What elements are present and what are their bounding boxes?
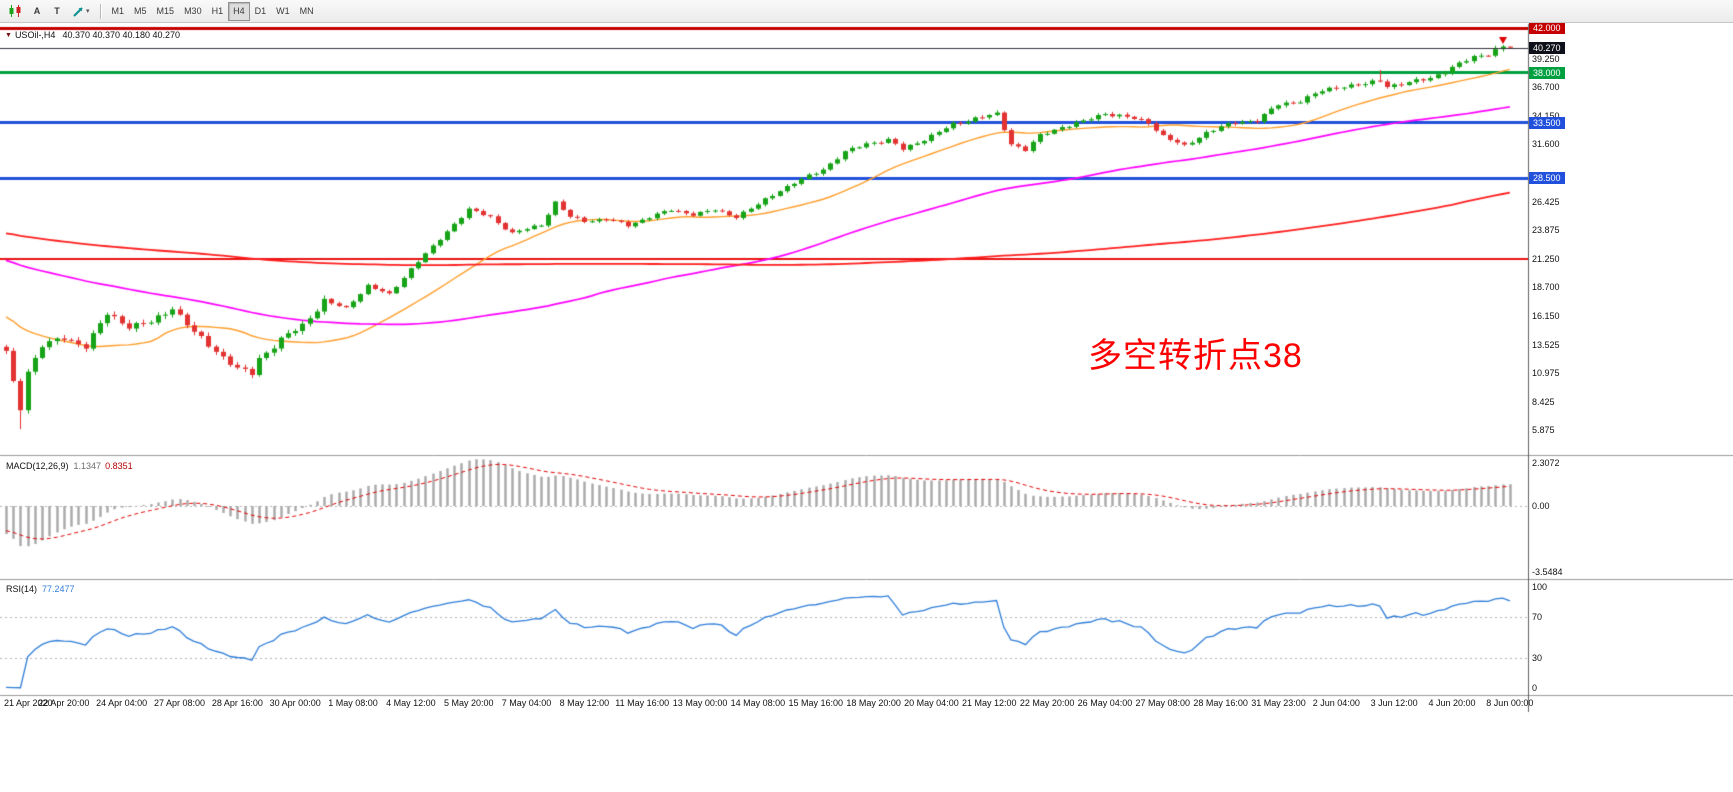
candlestick-chart-icon-button[interactable] xyxy=(3,2,27,21)
timeframe-button-d1[interactable]: D1 xyxy=(250,2,272,21)
symbol-marker-icon: ▼ xyxy=(5,32,12,39)
timeframe-button-w1[interactable]: W1 xyxy=(271,2,295,21)
toolbar-separator xyxy=(99,3,102,19)
ohlc-values: 40.370 40.370 40.180 40.270 xyxy=(62,30,181,40)
timeframe-button-m1[interactable]: M1 xyxy=(107,2,130,21)
timeframe-button-mn[interactable]: MN xyxy=(295,2,319,21)
text-label-tool-button[interactable]: A xyxy=(27,2,47,21)
macd-signal-value: 0.8351 xyxy=(105,461,133,471)
timeframe-button-m30[interactable]: M30 xyxy=(179,2,207,21)
rsi-label: RSI(14) xyxy=(6,584,38,594)
toolbar: A T ▾ M1 M5 M15 M30 H1 H4 D1 W1 MN xyxy=(0,0,1733,23)
timeframe-button-h1[interactable]: H1 xyxy=(207,2,229,21)
timeframe-button-m15[interactable]: M15 xyxy=(152,2,180,21)
rsi-value: 77.2477 xyxy=(42,584,75,594)
rsi-header: RSI(14) 77.2477 xyxy=(6,584,75,594)
chart-annotation: 多空转折点38 xyxy=(1088,337,1303,375)
arrows-tool-button[interactable]: ▾ xyxy=(67,2,95,21)
timeframe-button-h4[interactable]: H4 xyxy=(228,1,250,21)
macd-main-value: 1.1347 xyxy=(73,461,102,471)
macd-label: MACD(12,26,9) xyxy=(6,461,69,471)
symbol-timeframe-label: USOil-,H4 xyxy=(14,30,56,40)
text-tool-button[interactable]: T xyxy=(47,2,67,21)
macd-header: MACD(12,26,9) 1.1347 0.8351 xyxy=(6,461,133,471)
dropdown-caret-icon: ▾ xyxy=(86,8,90,15)
timeframe-button-m5[interactable]: M5 xyxy=(129,2,152,21)
timeframe-toolbar: M1 M5 M15 M30 H1 H4 D1 W1 MN xyxy=(107,1,319,21)
candlestick-icon xyxy=(9,5,21,17)
arrow-draw-icon xyxy=(73,6,83,17)
chart-title: ▼ USOil-,H4 40.370 40.370 40.180 40.270 xyxy=(5,30,180,40)
